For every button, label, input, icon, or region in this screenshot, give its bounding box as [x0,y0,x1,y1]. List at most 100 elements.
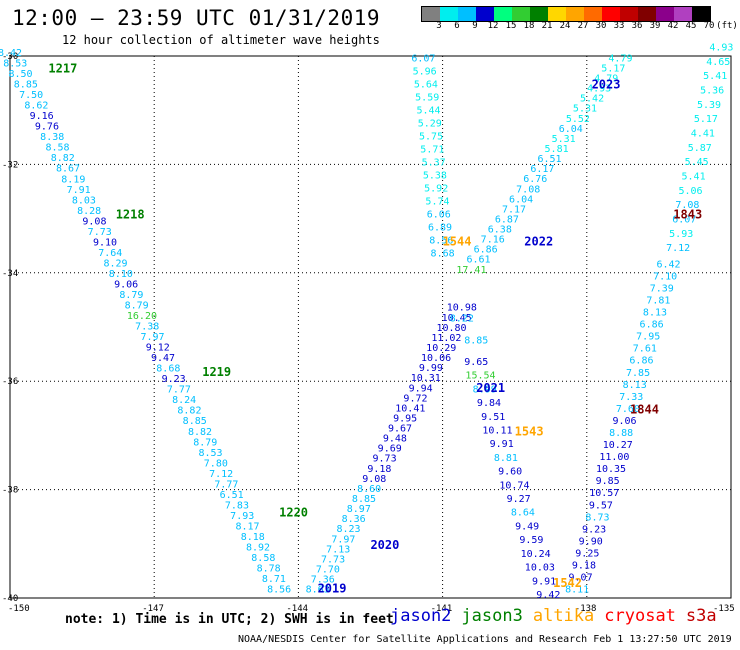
wave-height-value: 8.38 [40,132,64,143]
wave-height-value: 9.48 [383,434,407,445]
wave-height-value: 5.39 [697,100,721,111]
wave-height-value: 5.93 [669,229,693,240]
colorbar-unit: (ft) [716,21,738,31]
wave-height-value: 8.78 [257,564,281,575]
wave-height-value: 5.41 [703,71,727,82]
wave-height-value: 6.86 [474,245,498,256]
wave-height-value: 5.75 [419,131,443,142]
colorbar-label: 30 [595,21,607,31]
wave-height-value: 9.25 [575,548,599,559]
wave-height-value: 9.90 [579,536,603,547]
wave-height-value: 8.92 [246,542,270,553]
wave-height-value: 4.65 [706,57,730,68]
wave-height-value: 6.89 [428,223,452,234]
wave-height-value: 9.91 [490,439,514,450]
wave-height-value: 6.07 [411,53,435,64]
wave-height-value: 8.99 [473,384,497,395]
colorbar-swatch [602,7,620,21]
wave-height-value: 8.53 [199,448,223,459]
pass-label: 2021 [476,381,505,395]
wave-height-value: 8.53 [3,59,27,70]
wave-height-value: 9.18 [572,560,596,571]
wave-height-value: 5.37 [422,157,446,168]
legend-item-altika: altika [532,606,595,626]
wave-height-value: 7.50 [19,90,43,101]
wave-height-value: 8.71 [262,574,286,585]
wave-height-value: 7.17 [502,204,526,215]
wave-height-value: 8.29 [104,258,128,269]
wave-height-value: 8.23 [336,524,360,535]
wave-height-value: 7.91 [67,185,91,196]
wave-height-value: 16.20 [127,311,157,322]
wave-height-value: 5.59 [415,92,439,103]
wave-height-value: 8.82 [177,406,201,417]
wave-height-value: 8.36 [342,514,366,525]
wave-height-value: 5.96 [413,66,437,77]
wave-height-value: 9.18 [367,464,391,475]
colorbar [421,6,711,22]
wave-height-value: 4.41 [691,129,715,140]
wave-height-value: 8.58 [251,553,275,564]
wave-height-value: 7.73 [321,554,345,565]
wave-height-value: 9.57 [589,500,613,511]
wave-height-value: 8.60 [357,484,381,495]
wave-height-value: 6.04 [509,194,533,205]
wave-height-value: 8.63 [306,585,330,596]
wave-height-value: 8.18 [241,532,265,543]
wave-height-value: 10.31 [411,373,441,384]
pass-label: 1544 [443,235,472,249]
pass-label: 1843 [673,208,702,222]
wave-height-value: 7.64 [98,248,122,259]
wave-height-value: 9.67 [388,424,412,435]
lon-tick-label: -138 [575,604,597,614]
legend-item-jason2: jason2 [390,606,452,626]
wave-height-value: 5.38 [423,170,447,181]
wave-height-value: 10.06 [421,353,451,364]
wave-height-value: 7.95 [636,332,660,343]
wave-height-value: 9.06 [114,279,138,290]
pass-label: 1542 [553,576,582,590]
wave-height-value: 8.22 [450,314,474,325]
wave-height-value: 4.79 [594,74,618,85]
wave-height-value: 7.97 [140,332,164,343]
wave-height-value: 9.60 [498,467,522,478]
wave-height-value: 7.85 [626,368,650,379]
wave-height-value: 10.45 [442,313,472,324]
satellite-legend: jason2 jason3 altika cryosat s3a [390,606,727,626]
wave-height-value: 8.50 [9,69,33,80]
wave-height-value: 8.03 [72,195,96,206]
colorbar-swatch [512,7,530,21]
wave-height-value: 8.17 [235,521,259,532]
colorbar-swatch [458,7,476,21]
colorbar-swatch [440,7,458,21]
wave-height-value: 10.03 [525,563,555,574]
wave-height-value: 9.65 [464,357,488,368]
wave-height-value: 8.10 [109,269,133,280]
colorbar-label: 21 [541,21,553,31]
wave-height-value: 7.10 [653,271,677,282]
page-title: 12:00 — 23:59 UTC 01/31/2019 [12,6,381,30]
wave-height-value: 4.93 [587,84,611,95]
colorbar-label: 33 [613,21,625,31]
wave-height-value: 5.52 [566,114,590,125]
wave-height-value: 5.31 [552,134,576,145]
wave-height-value: 11.00 [599,452,629,463]
wave-height-value: 9.27 [507,494,531,505]
wave-height-value: 8.56 [429,236,453,247]
lat-tick-label: -32 [2,160,18,170]
wave-height-value: 9.10 [93,237,117,248]
wave-height-value: 7.16 [481,235,505,246]
lat-tick-label: -34 [2,269,18,279]
pass-label: 1219 [202,365,231,379]
wave-height-value: 5.29 [418,118,442,129]
footer-note: note: 1) Time is in UTC; 2) SWH is in fe… [65,612,394,627]
wave-height-value: 5.41 [682,171,706,182]
wave-height-value: 9.06 [612,416,636,427]
wave-height-value: 10.57 [589,488,619,499]
wave-height-value: 9.76 [35,122,59,133]
wave-height-value: 9.99 [419,363,443,374]
colorbar-swatch [422,7,440,21]
pass-label: 2020 [370,538,399,552]
wave-height-value: 8.68 [431,249,455,260]
